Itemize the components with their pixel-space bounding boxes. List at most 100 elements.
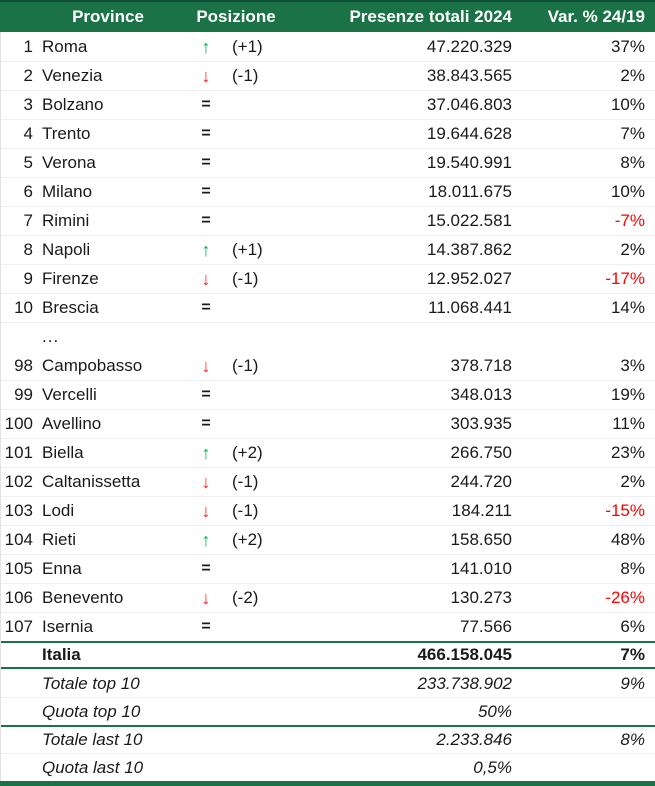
rank-cell: 106 — [0, 588, 38, 608]
table-row: 1 Roma ↑ (+1) 47.220.329 37% — [0, 32, 655, 61]
arrow-down-icon: ↓ — [186, 67, 226, 85]
province-presenze-table: Province Posizione Presenze totali 2024 … — [0, 0, 655, 786]
presenze-value: 19.644.628 — [286, 124, 512, 144]
position-delta: (-1) — [226, 501, 286, 521]
quota-top10-value: 50% — [286, 702, 512, 722]
equals-icon: = — [186, 184, 226, 200]
column-header-presenze: Presenze totali 2024 — [286, 7, 512, 27]
province-name: Benevento — [38, 588, 186, 608]
rank-cell: 8 — [0, 240, 38, 260]
presenze-value: 38.843.565 — [286, 66, 512, 86]
var-percent: 2% — [512, 66, 655, 86]
summary-row-totale-top10: Totale top 10 233.738.902 9% — [0, 669, 655, 697]
province-name: Napoli — [38, 240, 186, 260]
province-name: Brescia — [38, 298, 186, 318]
presenze-value: 37.046.803 — [286, 95, 512, 115]
var-percent: 3% — [512, 356, 655, 376]
province-name: Isernia — [38, 617, 186, 637]
table-row: 102 Caltanissetta ↓ (-1) 244.720 2% — [0, 467, 655, 496]
presenze-value: 141.010 — [286, 559, 512, 579]
province-name: Verona — [38, 153, 186, 173]
equals-icon: = — [186, 213, 226, 229]
position-delta: (-1) — [226, 66, 286, 86]
table-left-border — [0, 32, 1, 781]
var-percent: 10% — [512, 182, 655, 202]
var-percent: 48% — [512, 530, 655, 550]
province-name: Roma — [38, 37, 186, 57]
var-percent: -26% — [512, 588, 655, 608]
arrow-down-icon: ↓ — [186, 502, 226, 520]
presenze-value: 348.013 — [286, 385, 512, 405]
var-percent: 8% — [512, 153, 655, 173]
table-row: 105 Enna = 141.010 8% — [0, 554, 655, 583]
var-percent: 8% — [512, 559, 655, 579]
presenze-value: 18.011.675 — [286, 182, 512, 202]
province-name: Trento — [38, 124, 186, 144]
table-header-row: Province Posizione Presenze totali 2024 … — [0, 0, 655, 32]
position-delta: (+1) — [226, 240, 286, 260]
presenze-value: 266.750 — [286, 443, 512, 463]
totale-top10-var: 9% — [512, 674, 655, 694]
equals-icon: = — [186, 126, 226, 142]
quota-last10-label: Quota last 10 — [38, 758, 186, 778]
province-name: Milano — [38, 182, 186, 202]
table-row: 10 Brescia = 11.068.441 14% — [0, 293, 655, 322]
arrow-down-icon: ↓ — [186, 473, 226, 491]
rank-cell: 7 — [0, 211, 38, 231]
equals-icon: = — [186, 619, 226, 635]
var-percent: 2% — [512, 472, 655, 492]
var-percent: 7% — [512, 124, 655, 144]
totale-top10-value: 233.738.902 — [286, 674, 512, 694]
table-row: 4 Trento = 19.644.628 7% — [0, 119, 655, 148]
equals-icon: = — [186, 300, 226, 316]
rank-cell: 1 — [0, 37, 38, 57]
quota-last10-value: 0,5% — [286, 758, 512, 778]
rank-cell: 9 — [0, 269, 38, 289]
table-row: 107 Isernia = 77.566 6% — [0, 612, 655, 641]
column-header-posizione: Posizione — [186, 7, 286, 27]
totale-last10-value: 2.233.846 — [286, 730, 512, 750]
rank-cell: 107 — [0, 617, 38, 637]
arrow-up-icon: ↑ — [186, 444, 226, 462]
province-name: Firenze — [38, 269, 186, 289]
ellipsis-row: ... — [0, 322, 655, 351]
table-row: 7 Rimini = 15.022.581 -7% — [0, 206, 655, 235]
province-name: Biella — [38, 443, 186, 463]
position-delta: (-2) — [226, 588, 286, 608]
province-name: Avellino — [38, 414, 186, 434]
var-percent: 19% — [512, 385, 655, 405]
province-name: Caltanissetta — [38, 472, 186, 492]
position-delta: (+2) — [226, 443, 286, 463]
italia-label: Italia — [38, 645, 186, 665]
equals-icon: = — [186, 155, 226, 171]
arrow-down-icon: ↓ — [186, 270, 226, 288]
rank-cell: 101 — [0, 443, 38, 463]
table-row: 6 Milano = 18.011.675 10% — [0, 177, 655, 206]
table-row: 9 Firenze ↓ (-1) 12.952.027 -17% — [0, 264, 655, 293]
totale-last10-label: Totale last 10 — [38, 730, 186, 750]
summary-row-quota-last10: Quota last 10 0,5% — [0, 753, 655, 781]
rank-cell: 6 — [0, 182, 38, 202]
position-delta: (+1) — [226, 37, 286, 57]
province-name: Vercelli — [38, 385, 186, 405]
table-row: 101 Biella ↑ (+2) 266.750 23% — [0, 438, 655, 467]
province-name: Rimini — [38, 211, 186, 231]
province-name: Enna — [38, 559, 186, 579]
equals-icon: = — [186, 97, 226, 113]
table-row: 100 Avellino = 303.935 11% — [0, 409, 655, 438]
rank-cell: 2 — [0, 66, 38, 86]
table-row: 99 Vercelli = 348.013 19% — [0, 380, 655, 409]
rank-cell: 5 — [0, 153, 38, 173]
presenze-value: 184.211 — [286, 501, 512, 521]
table-row: 104 Rieti ↑ (+2) 158.650 48% — [0, 525, 655, 554]
table-row: 98 Campobasso ↓ (-1) 378.718 3% — [0, 351, 655, 380]
presenze-value: 378.718 — [286, 356, 512, 376]
province-name: Campobasso — [38, 356, 186, 376]
table-bottom-border — [0, 781, 655, 786]
totale-top10-label: Totale top 10 — [38, 674, 186, 694]
position-delta: (-1) — [226, 472, 286, 492]
var-percent: 14% — [512, 298, 655, 318]
column-header-province: Province — [0, 7, 186, 27]
position-delta: (+2) — [226, 530, 286, 550]
totale-last10-var: 8% — [512, 730, 655, 750]
